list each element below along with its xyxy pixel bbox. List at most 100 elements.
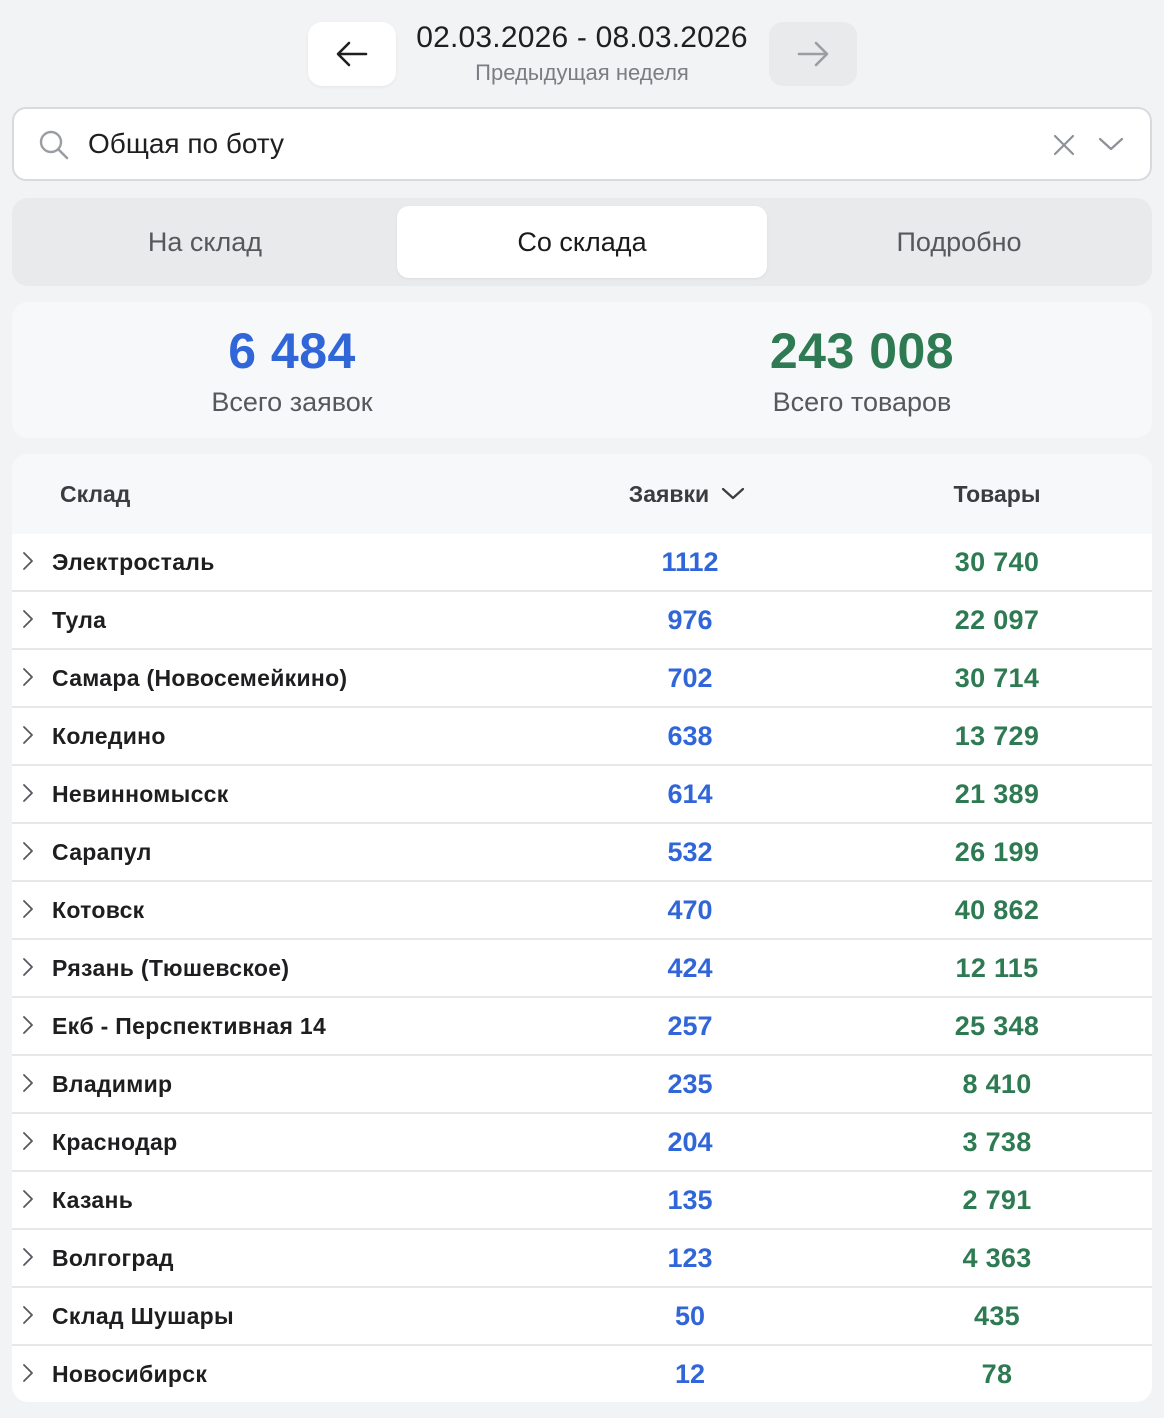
goods-count: 2 791	[962, 1185, 1032, 1215]
orders-count: 638	[667, 721, 713, 751]
table-row[interactable]: Котовск 470 40 862	[12, 882, 1152, 940]
warehouse-name: Тула	[52, 607, 107, 633]
warehouse-name: Екб - Перспективная 14	[52, 1013, 327, 1039]
warehouse-name: Котовск	[52, 897, 145, 923]
goods-count: 3 738	[962, 1127, 1032, 1157]
column-header-warehouse: Склад	[60, 481, 131, 507]
goods-count: 21 389	[954, 779, 1040, 809]
chevron-right-icon	[23, 1306, 33, 1324]
orders-count: 123	[667, 1243, 713, 1273]
orders-count: 532	[667, 837, 713, 867]
table-row[interactable]: Самара (Новосемейкино) 702 30 714	[12, 650, 1152, 708]
search-icon	[39, 130, 69, 160]
goods-total-label: Всего товаров	[772, 387, 952, 417]
chevron-right-icon	[23, 1364, 33, 1382]
period-range: 02.03.2026 - 08.03.2026	[416, 21, 748, 54]
tab-details[interactable]: Подробно	[896, 226, 1022, 257]
direction-tabs: На склад Со склада Подробно	[12, 198, 1152, 286]
table-header: Склад Заявки Товары	[12, 454, 1152, 534]
column-header-orders-label: Заявки	[628, 481, 710, 507]
next-period-button[interactable]	[769, 22, 857, 86]
table-row[interactable]: Электросталь 1112 30 740	[12, 534, 1152, 592]
arrow-left-icon	[336, 41, 368, 67]
warehouse-name: Невинномысск	[52, 781, 229, 807]
chevron-down-icon[interactable]	[1098, 135, 1124, 153]
orders-count: 204	[667, 1127, 713, 1157]
table-row[interactable]: Краснодар 204 3 738	[12, 1114, 1152, 1172]
warehouse-name: Рязань (Тюшевское)	[52, 955, 290, 981]
table-row[interactable]: Новосибирск 12 78	[12, 1346, 1152, 1402]
warehouse-name: Склад Шушары	[52, 1303, 234, 1329]
warehouse-name: Волгоград	[52, 1245, 174, 1271]
chevron-right-icon	[23, 958, 33, 976]
summary-card: 6 484 Всего заявок 243 008 Всего товаров	[12, 302, 1152, 438]
table-row[interactable]: Екб - Перспективная 14 257 25 348	[12, 998, 1152, 1056]
table-body: Электросталь 1112 30 740 Тула 976 22 097…	[12, 534, 1152, 1402]
period-navigation: 02.03.2026 - 08.03.2026 Предыдущая недел…	[0, 20, 1164, 88]
bot-select[interactable]: Общая по боту	[12, 107, 1152, 181]
period-display: 02.03.2026 - 08.03.2026 Предыдущая недел…	[400, 20, 764, 88]
table-row[interactable]: Рязань (Тюшевское) 424 12 115	[12, 940, 1152, 998]
arrow-right-icon	[797, 41, 829, 67]
column-header-orders[interactable]: Заявки	[552, 454, 822, 534]
table-row[interactable]: Склад Шушары 50 435	[12, 1288, 1152, 1346]
warehouse-name: Самара (Новосемейкино)	[52, 665, 348, 691]
chevron-right-icon	[23, 726, 33, 744]
warehouse-name: Электросталь	[52, 549, 215, 575]
warehouse-name: Владимир	[52, 1071, 173, 1097]
goods-count: 12 115	[955, 953, 1039, 983]
orders-count: 235	[667, 1069, 713, 1099]
tab-from-warehouse[interactable]: Со склада	[397, 206, 767, 278]
goods-count: 22 097	[954, 605, 1040, 635]
goods-summary: 243 008 Всего товаров	[582, 322, 1142, 420]
chevron-right-icon	[23, 1190, 33, 1208]
orders-summary: 6 484 Всего заявок	[12, 322, 572, 420]
warehouse-name: Новосибирск	[52, 1361, 208, 1387]
table-row[interactable]: Невинномысск 614 21 389	[12, 766, 1152, 824]
sort-chevron-down-icon	[722, 487, 745, 500]
table-row[interactable]: Сарапул 532 26 199	[12, 824, 1152, 882]
warehouse-name: Казань	[52, 1187, 134, 1213]
table-row[interactable]: Казань 135 2 791	[12, 1172, 1152, 1230]
period-label: Предыдущая неделя	[475, 60, 689, 85]
close-icon[interactable]	[1052, 133, 1076, 157]
chevron-right-icon	[23, 1248, 33, 1266]
orders-count: 12	[674, 1359, 706, 1389]
goods-count: 78	[981, 1359, 1013, 1389]
table-row[interactable]: Владимир 235 8 410	[12, 1056, 1152, 1114]
previous-period-button[interactable]	[308, 22, 396, 86]
orders-count: 470	[667, 895, 713, 925]
orders-count: 1112	[661, 547, 719, 577]
search-input[interactable]: Общая по боту	[88, 128, 285, 159]
orders-count: 976	[667, 605, 713, 635]
chevron-right-icon	[23, 1132, 33, 1150]
orders-count: 702	[667, 663, 713, 693]
goods-count: 26 199	[954, 837, 1040, 867]
goods-count: 30 740	[954, 547, 1040, 577]
orders-count: 424	[667, 953, 713, 983]
warehouse-name: Краснодар	[52, 1129, 178, 1155]
table-row[interactable]: Тула 976 22 097	[12, 592, 1152, 650]
orders-count: 50	[674, 1301, 706, 1331]
orders-count: 135	[667, 1185, 713, 1215]
warehouse-name: Сарапул	[52, 839, 152, 865]
chevron-right-icon	[23, 784, 33, 802]
orders-count: 257	[667, 1011, 713, 1041]
chevron-right-icon	[23, 842, 33, 860]
warehouse-name: Коледино	[52, 723, 166, 749]
orders-total-label: Всего заявок	[211, 387, 373, 417]
goods-count: 13 729	[954, 721, 1040, 751]
orders-count: 614	[667, 779, 713, 809]
chevron-right-icon	[23, 1016, 33, 1034]
chevron-right-icon	[23, 552, 33, 570]
column-header-goods: Товары	[953, 481, 1041, 507]
table-row[interactable]: Коледино 638 13 729	[12, 708, 1152, 766]
table-row[interactable]: Волгоград 123 4 363	[12, 1230, 1152, 1288]
chevron-right-icon	[23, 900, 33, 918]
chevron-right-icon	[23, 610, 33, 628]
goods-count: 40 862	[954, 895, 1040, 925]
orders-total: 6 484	[228, 323, 356, 379]
tab-to-warehouse[interactable]: На склад	[147, 226, 263, 257]
goods-count: 25 348	[954, 1011, 1040, 1041]
